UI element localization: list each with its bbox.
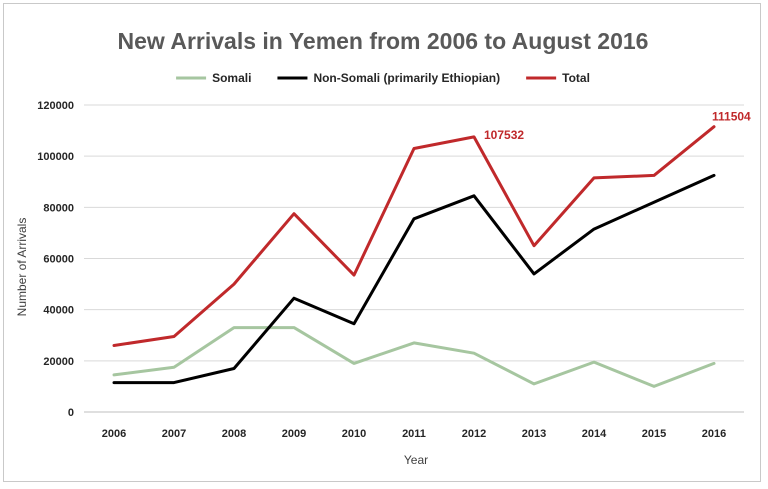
series-lines bbox=[112, 125, 716, 388]
y-tick-label: 80000 bbox=[43, 202, 74, 214]
legend-item: Non-Somali (primarily Ethiopian) bbox=[277, 71, 500, 85]
y-tick-label: 40000 bbox=[43, 305, 74, 317]
legend: Somali Non-Somali (primarily Ethiopian) To… bbox=[176, 71, 590, 85]
series-line-somali bbox=[112, 326, 716, 388]
series-line-total bbox=[112, 125, 716, 347]
legend-label: Somali bbox=[212, 71, 251, 85]
y-tick-label: 0 bbox=[68, 407, 74, 419]
x-tick-label: 2010 bbox=[342, 428, 366, 440]
data-labels: 107532 111504 bbox=[484, 110, 751, 142]
chart-frame: New Arrivals in Yemen from 2006 to Augus… bbox=[3, 3, 761, 482]
y-tick-label: 120000 bbox=[37, 100, 74, 112]
y-tick-label: 60000 bbox=[43, 254, 74, 266]
line-chart: New Arrivals in Yemen from 2006 to Augus… bbox=[15, 28, 751, 467]
y-tick-label: 100000 bbox=[37, 151, 74, 163]
y-tick-label: 20000 bbox=[43, 356, 74, 368]
gridlines bbox=[84, 104, 744, 362]
series-line-non-somali-primarily-ethiopian bbox=[112, 173, 716, 385]
y-axis-ticks: 0 20000 40000 60000 80000 100000 120000 bbox=[37, 100, 74, 419]
x-axis-title: Year bbox=[404, 453, 428, 467]
x-tick-label: 2007 bbox=[162, 428, 186, 440]
data-label: 107532 bbox=[484, 128, 524, 142]
legend-label: Total bbox=[562, 71, 590, 85]
x-tick-label: 2016 bbox=[702, 428, 726, 440]
x-tick-label: 2013 bbox=[522, 428, 546, 440]
x-tick-label: 2011 bbox=[402, 428, 426, 440]
data-label: 111504 bbox=[712, 110, 751, 124]
x-tick-label: 2006 bbox=[102, 428, 126, 440]
x-tick-label: 2012 bbox=[462, 428, 486, 440]
x-tick-label: 2015 bbox=[642, 428, 666, 440]
chart-title: New Arrivals in Yemen from 2006 to Augus… bbox=[118, 28, 649, 54]
x-tick-label: 2008 bbox=[222, 428, 246, 440]
y-axis-title: Number of Arrivals bbox=[15, 218, 29, 317]
legend-item: Total bbox=[526, 71, 590, 85]
legend-item: Somali bbox=[176, 71, 251, 85]
x-tick-label: 2014 bbox=[582, 428, 607, 440]
x-tick-label: 2009 bbox=[282, 428, 306, 440]
legend-label: Non-Somali (primarily Ethiopian) bbox=[313, 71, 500, 85]
x-axis-ticks: 2006 2007 2008 2009 2010 2011 2012 2013 2014 2015… bbox=[102, 428, 726, 440]
